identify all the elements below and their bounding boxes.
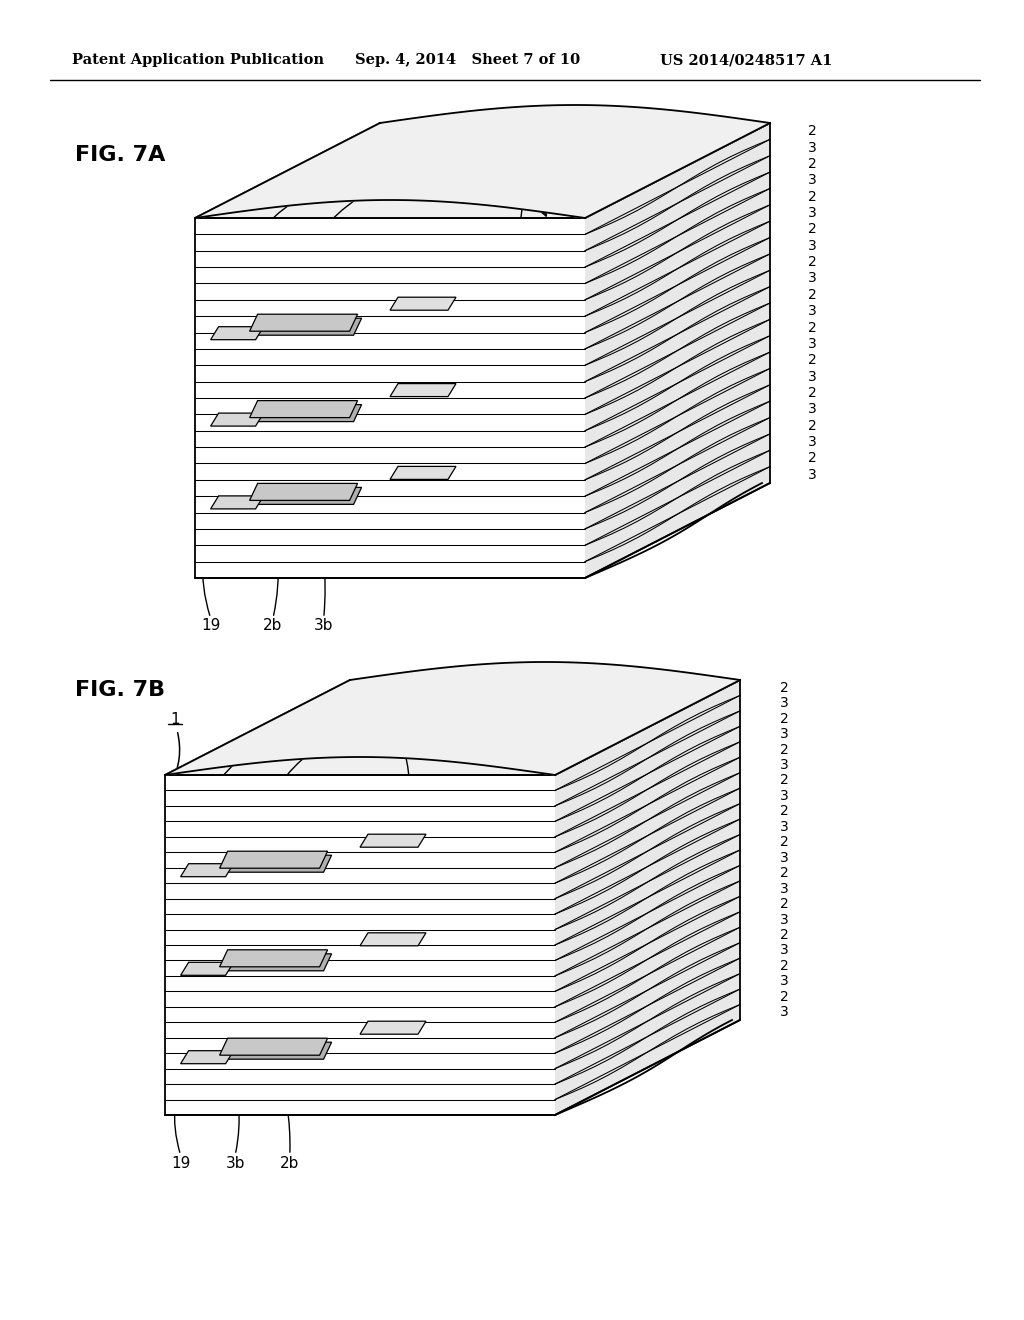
Polygon shape (165, 680, 740, 775)
Polygon shape (180, 1051, 233, 1064)
Polygon shape (585, 123, 770, 578)
Polygon shape (165, 775, 555, 1115)
Text: 3: 3 (780, 974, 788, 989)
Text: 2: 2 (780, 958, 788, 973)
Text: 3: 3 (808, 467, 817, 482)
Text: 2: 2 (780, 711, 788, 726)
Text: 3: 3 (780, 1006, 788, 1019)
Text: 2: 2 (808, 255, 817, 269)
Text: 2: 2 (780, 928, 788, 942)
Polygon shape (180, 962, 233, 975)
Text: Sep. 4, 2014   Sheet 7 of 10: Sep. 4, 2014 Sheet 7 of 10 (355, 53, 581, 67)
Polygon shape (360, 834, 426, 847)
Polygon shape (360, 1022, 426, 1034)
Polygon shape (223, 954, 332, 970)
Text: 2: 2 (780, 898, 788, 911)
Text: 19: 19 (171, 1155, 190, 1171)
Text: 3b: 3b (314, 619, 334, 634)
Text: 2: 2 (808, 288, 817, 302)
Text: FIG. 7A: FIG. 7A (75, 145, 165, 165)
Polygon shape (254, 487, 361, 504)
Polygon shape (211, 327, 263, 339)
Text: 2: 2 (808, 190, 817, 203)
Text: 2: 2 (808, 418, 817, 433)
Text: 2b: 2b (281, 1155, 299, 1171)
Polygon shape (195, 106, 770, 218)
Text: 3b: 3b (513, 165, 532, 180)
Text: 3: 3 (780, 912, 788, 927)
Polygon shape (390, 384, 456, 396)
Text: 3: 3 (780, 820, 788, 834)
Text: 1: 1 (170, 713, 180, 727)
Polygon shape (219, 950, 328, 966)
Polygon shape (250, 314, 357, 331)
Text: 3: 3 (808, 337, 817, 351)
Text: 3: 3 (780, 789, 788, 803)
Polygon shape (223, 855, 332, 873)
Text: 2: 2 (808, 321, 817, 334)
Text: 3: 3 (808, 239, 817, 252)
Text: 2: 2 (808, 385, 817, 400)
Text: 3: 3 (808, 206, 817, 220)
Polygon shape (254, 405, 361, 421)
Text: FIG. 7B: FIG. 7B (75, 680, 165, 700)
Polygon shape (165, 663, 740, 775)
Polygon shape (223, 1043, 332, 1059)
Polygon shape (219, 851, 328, 869)
Text: 3: 3 (780, 696, 788, 710)
Polygon shape (250, 400, 357, 417)
Polygon shape (219, 1039, 328, 1055)
Polygon shape (211, 496, 263, 510)
Text: 2: 2 (808, 222, 817, 236)
Text: 2: 2 (808, 354, 817, 367)
Polygon shape (211, 413, 263, 426)
Text: 2b: 2b (420, 150, 439, 165)
Text: 2: 2 (780, 866, 788, 880)
Text: 2: 2 (780, 743, 788, 756)
Polygon shape (195, 218, 585, 578)
Text: 2: 2 (780, 681, 788, 694)
Text: 3: 3 (808, 173, 817, 187)
Text: 3: 3 (780, 758, 788, 772)
Text: 3: 3 (780, 727, 788, 741)
Text: 1: 1 (536, 132, 545, 148)
Text: 2b: 2b (342, 710, 361, 726)
Text: 2: 2 (780, 774, 788, 788)
Polygon shape (250, 483, 357, 500)
Text: 3b: 3b (225, 1155, 245, 1171)
Text: 2: 2 (780, 990, 788, 1003)
Text: 3: 3 (808, 403, 817, 416)
Text: 3: 3 (808, 436, 817, 449)
Polygon shape (180, 863, 233, 876)
Text: 2: 2 (808, 157, 817, 170)
Text: 3: 3 (808, 140, 817, 154)
Text: 2b: 2b (263, 619, 283, 634)
Polygon shape (254, 318, 361, 335)
Polygon shape (390, 297, 456, 310)
Text: 3: 3 (780, 882, 788, 896)
Polygon shape (360, 933, 426, 946)
Text: 3b: 3b (389, 718, 409, 734)
Text: 3: 3 (808, 304, 817, 318)
Text: 2: 2 (780, 804, 788, 818)
Text: 3: 3 (780, 850, 788, 865)
Text: 19: 19 (201, 619, 220, 634)
Text: Patent Application Publication: Patent Application Publication (72, 53, 324, 67)
Polygon shape (390, 466, 456, 479)
Text: 3: 3 (780, 944, 788, 957)
Text: 19: 19 (357, 154, 377, 169)
Polygon shape (195, 123, 770, 218)
Text: 19: 19 (292, 710, 311, 726)
Text: US 2014/0248517 A1: US 2014/0248517 A1 (660, 53, 833, 67)
Text: 2: 2 (808, 124, 817, 139)
Text: 3: 3 (808, 370, 817, 384)
Text: 2: 2 (780, 836, 788, 849)
Polygon shape (555, 680, 740, 1115)
Text: 3: 3 (808, 272, 817, 285)
Text: 2: 2 (808, 451, 817, 466)
